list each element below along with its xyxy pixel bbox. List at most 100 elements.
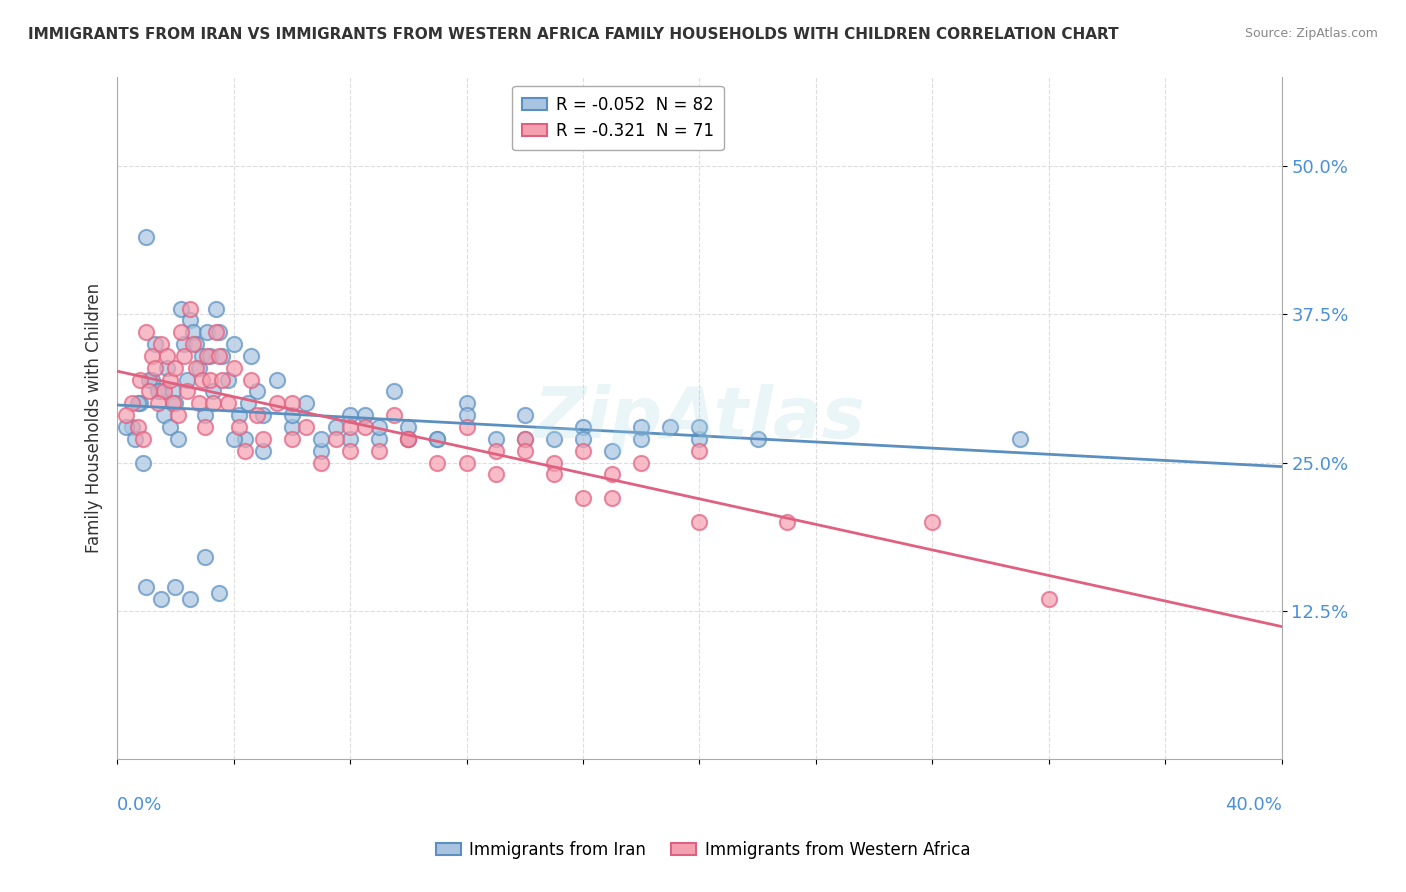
Point — [246, 384, 269, 399]
Point — [217, 373, 239, 387]
Point — [200, 349, 222, 363]
Point — [156, 349, 179, 363]
Point — [295, 396, 318, 410]
Point — [485, 432, 508, 446]
Point — [456, 408, 478, 422]
Point — [143, 360, 166, 375]
Point — [325, 420, 347, 434]
Point — [146, 384, 169, 399]
Point — [115, 408, 138, 422]
Point — [426, 432, 449, 446]
Point — [252, 408, 274, 422]
Point — [543, 432, 565, 446]
Point — [202, 384, 225, 399]
Point — [200, 373, 222, 387]
Point — [659, 420, 682, 434]
Point — [152, 408, 174, 422]
Point — [187, 396, 209, 410]
Point — [228, 420, 250, 434]
Point — [138, 373, 160, 387]
Point — [190, 373, 212, 387]
Point — [165, 580, 187, 594]
Point — [165, 360, 187, 375]
Point — [368, 432, 391, 446]
Legend: R = -0.052  N = 82, R = -0.321  N = 71: R = -0.052 N = 82, R = -0.321 N = 71 — [512, 86, 724, 150]
Point — [266, 373, 288, 387]
Point — [572, 443, 595, 458]
Point — [173, 337, 195, 351]
Point — [184, 337, 207, 351]
Point — [193, 550, 215, 565]
Point — [233, 432, 256, 446]
Point — [295, 420, 318, 434]
Point — [170, 325, 193, 339]
Point — [228, 408, 250, 422]
Point — [149, 591, 172, 606]
Point — [513, 432, 536, 446]
Point — [572, 491, 595, 505]
Point — [513, 443, 536, 458]
Point — [396, 432, 419, 446]
Text: IMMIGRANTS FROM IRAN VS IMMIGRANTS FROM WESTERN AFRICA FAMILY HOUSEHOLDS WITH CH: IMMIGRANTS FROM IRAN VS IMMIGRANTS FROM … — [28, 27, 1119, 42]
Point — [149, 384, 172, 399]
Point — [688, 515, 710, 529]
Text: 40.0%: 40.0% — [1225, 797, 1282, 814]
Point — [181, 325, 204, 339]
Point — [688, 420, 710, 434]
Point — [252, 432, 274, 446]
Point — [159, 420, 181, 434]
Point — [176, 384, 198, 399]
Point — [165, 396, 187, 410]
Point — [187, 360, 209, 375]
Point — [485, 467, 508, 482]
Point — [252, 443, 274, 458]
Point — [129, 396, 152, 410]
Point — [135, 230, 157, 244]
Point — [208, 349, 231, 363]
Text: 0.0%: 0.0% — [117, 797, 163, 814]
Point — [141, 373, 163, 387]
Point — [197, 325, 219, 339]
Point — [240, 373, 263, 387]
Point — [266, 396, 288, 410]
Point — [309, 443, 332, 458]
Point — [630, 456, 652, 470]
Point — [1038, 591, 1060, 606]
Point — [353, 420, 375, 434]
Point — [921, 515, 943, 529]
Point — [426, 432, 449, 446]
Point — [309, 432, 332, 446]
Point — [309, 456, 332, 470]
Point — [368, 420, 391, 434]
Point — [233, 443, 256, 458]
Point — [211, 373, 233, 387]
Point — [170, 301, 193, 316]
Point — [197, 349, 219, 363]
Point — [325, 432, 347, 446]
Point — [281, 396, 304, 410]
Point — [135, 580, 157, 594]
Y-axis label: Family Households with Children: Family Households with Children — [86, 283, 103, 553]
Point — [146, 396, 169, 410]
Point — [202, 396, 225, 410]
Point — [208, 325, 231, 339]
Point — [572, 420, 595, 434]
Point — [167, 432, 190, 446]
Text: Source: ZipAtlas.com: Source: ZipAtlas.com — [1244, 27, 1378, 40]
Point — [339, 443, 361, 458]
Point — [167, 408, 190, 422]
Point — [339, 420, 361, 434]
Point — [222, 432, 245, 446]
Point — [143, 337, 166, 351]
Point — [162, 396, 184, 410]
Point — [572, 432, 595, 446]
Point — [238, 396, 260, 410]
Point — [127, 396, 149, 410]
Point — [426, 456, 449, 470]
Point — [173, 349, 195, 363]
Point — [353, 408, 375, 422]
Point — [193, 408, 215, 422]
Point — [396, 432, 419, 446]
Point — [382, 408, 405, 422]
Point — [127, 420, 149, 434]
